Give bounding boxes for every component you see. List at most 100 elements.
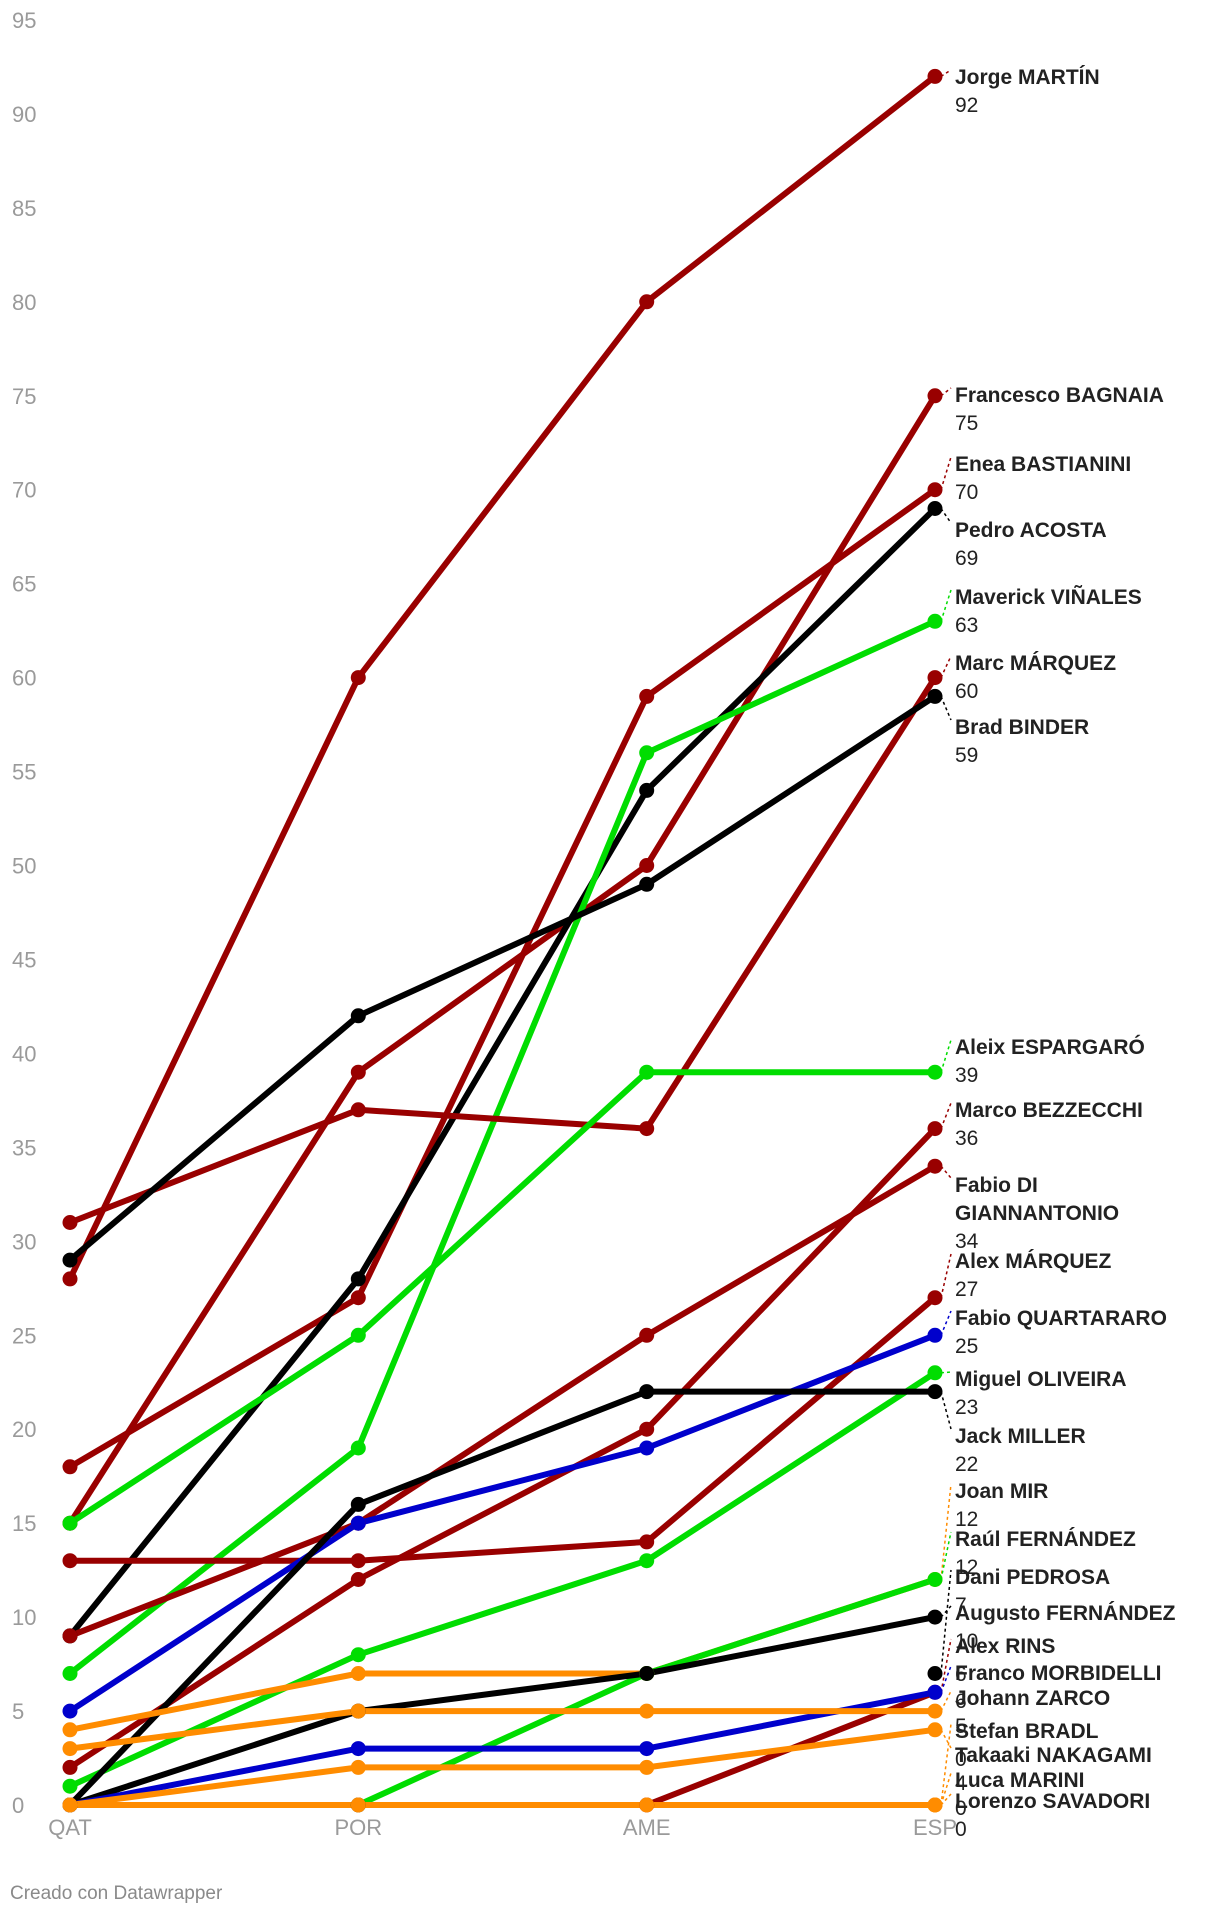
- label-leader-raul-fernandez: [940, 1531, 952, 1580]
- series-line-joan-mir: [67, 1576, 938, 1733]
- series-line-enea-bastianini: [67, 486, 938, 1470]
- y-tick-label: 50: [12, 854, 36, 879]
- data-point-enea-bastianini: [350, 1290, 366, 1306]
- label-value-marco-bezzecchi: 36: [955, 1127, 978, 1150]
- label-name-maverick-vinales: Maverick VIÑALES: [955, 586, 1142, 609]
- label-value-lorenzo-savadori: 0: [955, 1818, 967, 1841]
- data-point-brad-binder: [62, 1252, 78, 1268]
- y-tick-label: 60: [12, 666, 36, 691]
- label-value-aleix-espargaro: 39: [955, 1064, 978, 1087]
- label-leader-jack-miller: [940, 1391, 952, 1430]
- label-name-franco-morbidelli: Franco MORBIDELLI: [955, 1662, 1162, 1685]
- series-line-francesco-bagnaia: [67, 392, 938, 1527]
- label-name-marc-marquez: Marc MÁRQUEZ: [955, 652, 1116, 675]
- data-point-franco-morbidelli: [350, 1741, 366, 1757]
- x-axis: QAT POR AME ESP: [48, 1815, 957, 1840]
- label-value-franco-morbidelli: 6: [955, 1690, 967, 1713]
- label-leader-miguel-oliveira: [940, 1371, 952, 1374]
- series-points: [62, 68, 943, 1813]
- data-point-francesco-bagnaia: [639, 858, 655, 873]
- series-line-brad-binder: [67, 693, 938, 1264]
- data-point-pedro-acosta: [350, 1271, 366, 1287]
- label-name-lorenzo-savadori: Lorenzo SAVADORI: [955, 1790, 1150, 1813]
- label-leader-fabio-di-giannantonio: [940, 1165, 952, 1179]
- label-leader-lorenzo-savadori: [940, 1793, 952, 1806]
- label-name-raul-fernandez: Raúl FERNÁNDEZ: [955, 1528, 1136, 1551]
- label-name-stefan-bradl: Stefan BRADL: [955, 1720, 1099, 1743]
- label-value-jack-miller: 22: [955, 1453, 978, 1476]
- x-tick-label: POR: [334, 1815, 382, 1840]
- data-point-maverick-vinales: [927, 613, 943, 629]
- label-name-dani-pedrosa: Dani PEDROSA: [955, 1566, 1110, 1589]
- data-point-jorge-martin: [927, 68, 943, 84]
- data-point-raul-fernandez: [927, 1572, 943, 1587]
- footer-credit: Creado con Datawrapper: [10, 1883, 223, 1904]
- data-point-aleix-espargaro: [927, 1064, 943, 1080]
- label-leader-brad-binder: [940, 696, 952, 721]
- label-value-enea-bastianini: 70: [955, 481, 978, 504]
- x-tick-label: AME: [623, 1815, 671, 1840]
- data-point-alex-marquez: [927, 1290, 943, 1306]
- data-point-miguel-oliveira: [62, 1778, 78, 1794]
- data-point-miguel-oliveira: [350, 1647, 366, 1663]
- series-line-pedro-acosta: [67, 505, 938, 1639]
- label-value-alex-marquez: 27: [955, 1278, 978, 1301]
- label-name-johann-zarco: Johann ZARCO: [955, 1687, 1110, 1710]
- label-name-marco-bezzecchi: Marco BEZZECCHI: [955, 1099, 1143, 1122]
- series-line-fabio-di-giannantonio: [67, 1163, 938, 1639]
- data-point-joan-mir: [350, 1666, 366, 1681]
- label-name-takaaki-nakagami: Takaaki NAKAGAMI: [955, 1744, 1152, 1767]
- label-leader-augusto-fernandez: [940, 1605, 952, 1618]
- label-name-luca-marini: Luca MARINI: [955, 1769, 1085, 1792]
- data-point-pedro-acosta: [639, 782, 655, 798]
- data-point-lorenzo-savadori: [927, 1797, 943, 1813]
- y-tick-label: 95: [12, 8, 36, 33]
- data-point-jorge-martin: [62, 1271, 78, 1287]
- label-name-fabio-quartararo: Fabio QUARTARARO: [955, 1307, 1167, 1330]
- series-line-takaaki-nakagami: [67, 1726, 938, 1808]
- data-point-takaaki-nakagami: [927, 1722, 943, 1738]
- series-line-marc-marquez: [67, 674, 938, 1226]
- data-point-francesco-bagnaia: [350, 1064, 366, 1080]
- data-point-jorge-martin: [639, 294, 655, 310]
- data-point-fabio-di-giannantonio: [639, 1327, 655, 1343]
- data-point-alex-marquez: [639, 1534, 655, 1550]
- series-line-alex-marquez: [67, 1294, 938, 1564]
- y-tick-label: 15: [12, 1511, 36, 1536]
- data-point-jack-miller: [927, 1384, 943, 1400]
- label-value-francesco-bagnaia: 75: [955, 412, 978, 435]
- y-tick-label: 10: [12, 1605, 36, 1630]
- data-point-marc-marquez: [639, 1121, 655, 1137]
- data-point-jorge-martin: [350, 670, 366, 686]
- data-point-brad-binder: [639, 876, 655, 892]
- label-value-fabio-quartararo: 25: [955, 1335, 978, 1358]
- data-point-jack-miller: [350, 1496, 366, 1512]
- data-point-fabio-quartararo: [639, 1440, 655, 1456]
- data-point-augusto-fernandez: [927, 1609, 943, 1625]
- data-point-johann-zarco: [639, 1703, 655, 1719]
- y-tick-label: 70: [12, 478, 36, 503]
- y-tick-label: 75: [12, 384, 36, 409]
- y-tick-label: 20: [12, 1417, 36, 1442]
- data-point-luca-marini: [639, 1797, 655, 1813]
- y-tick-label: 45: [12, 947, 36, 972]
- y-tick-label: 65: [12, 572, 36, 597]
- data-point-marco-bezzecchi: [639, 1421, 655, 1437]
- label-value-joan-mir: 12: [955, 1508, 978, 1531]
- label-leader-joan-mir: [940, 1483, 952, 1580]
- data-point-dani-pedrosa: [927, 1666, 943, 1681]
- data-point-aleix-espargaro: [350, 1327, 366, 1343]
- label-leader-marco-bezzecchi: [940, 1102, 952, 1129]
- data-point-enea-bastianini: [62, 1459, 78, 1475]
- label-name-enea-bastianini: Enea BASTIANINI: [955, 453, 1131, 476]
- label-name-fabio-di-giannantonio: Fabio DI: [955, 1174, 1038, 1197]
- series-line-augusto-fernandez: [67, 1614, 938, 1808]
- data-point-fabio-di-giannantonio: [62, 1628, 78, 1644]
- label-name-augusto-fernandez: Augusto FERNÁNDEZ: [955, 1602, 1176, 1625]
- label-value-alex-rins: 6: [955, 1663, 967, 1686]
- data-point-luca-marini: [62, 1797, 78, 1813]
- data-point-johann-zarco: [62, 1741, 78, 1757]
- label-leader-johann-zarco: [940, 1690, 952, 1712]
- data-point-franco-morbidelli: [639, 1741, 655, 1757]
- series-line-aleix-espargaro: [67, 1069, 938, 1527]
